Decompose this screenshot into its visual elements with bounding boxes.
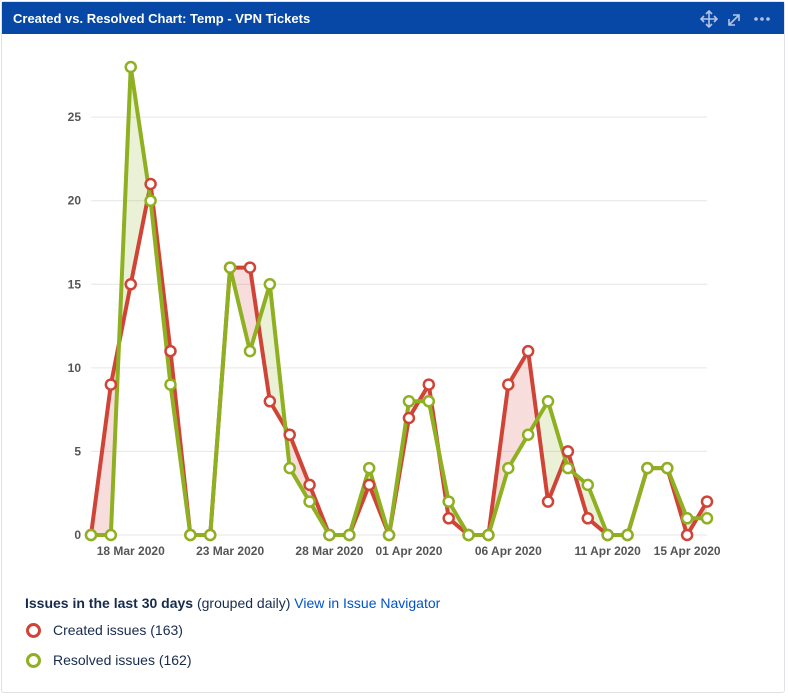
data-point (263, 278, 277, 291)
data-point (84, 528, 98, 542)
legend-marker (26, 623, 41, 638)
x-tick-label: 15 Apr 2020 (654, 544, 721, 558)
legend-entry: Resolved issues (162) (26, 652, 192, 668)
data-point (502, 378, 515, 391)
data-point (243, 261, 257, 274)
data-point (442, 495, 455, 508)
difference-area (548, 401, 566, 502)
data-point (561, 445, 575, 458)
data-point (104, 528, 118, 542)
difference-area (130, 67, 150, 285)
data-point (104, 378, 118, 391)
header-icons[interactable] (700, 10, 776, 28)
data-point (144, 194, 157, 207)
data-point (541, 395, 555, 408)
data-point (362, 478, 376, 492)
data-point (561, 461, 575, 475)
data-point (621, 528, 634, 542)
data-point (700, 512, 714, 525)
gadget-header: Created vs. Resolved Chart: Temp - VPN T… (2, 2, 784, 34)
data-point (303, 478, 316, 492)
data-point (680, 528, 694, 542)
data-point (303, 495, 316, 508)
data-point (462, 528, 475, 542)
issue-navigator-link[interactable]: View in Issue Navigator (294, 595, 441, 611)
data-point (362, 461, 376, 475)
x-tick-label: 18 Mar 2020 (97, 544, 165, 558)
data-point (641, 461, 654, 475)
data-point (402, 411, 416, 425)
data-point (164, 344, 177, 358)
x-tick-label: 06 Apr 2020 (475, 544, 542, 558)
y-tick-label: 25 (68, 110, 82, 124)
y-tick-label: 0 (74, 528, 81, 542)
data-point (521, 428, 535, 441)
y-tick-label: 10 (68, 361, 82, 375)
legend-marker (26, 653, 41, 668)
data-point (243, 344, 257, 358)
data-point (422, 395, 436, 408)
data-point (680, 512, 694, 525)
data-point (700, 495, 714, 508)
data-point (323, 528, 336, 542)
data-point (223, 261, 237, 274)
grouping: (grouped daily) (196, 595, 291, 611)
data-point (502, 461, 515, 475)
difference-area (269, 284, 286, 428)
data-point (661, 461, 674, 475)
data-point (203, 528, 217, 542)
data-point (263, 395, 277, 408)
data-point (283, 428, 296, 441)
data-point (343, 528, 356, 542)
y-tick-label: 15 (68, 277, 82, 291)
data-point (283, 461, 296, 475)
legend-entry: Created issues (163) (26, 622, 183, 638)
data-point (124, 60, 137, 74)
data-point (382, 528, 396, 542)
data-point (124, 278, 137, 291)
chart: 0 5 10 15 20 25 18 Mar 2020 23 Mar 2020 28 Mar 2… (68, 60, 721, 558)
data-point (442, 512, 455, 525)
period: Issues in the last 30 days (25, 595, 194, 611)
data-point (541, 495, 555, 508)
data-point (184, 528, 197, 542)
x-tick-label: 28 Mar 2020 (295, 544, 363, 558)
legend-label: Resolved issues (162) (53, 652, 192, 668)
data-point (521, 344, 535, 358)
x-tick-label: 01 Apr 2020 (375, 544, 442, 558)
y-tick-label: 5 (74, 444, 81, 458)
data-point (164, 378, 177, 391)
data-point (422, 378, 436, 391)
data-point (402, 395, 416, 408)
data-point (144, 177, 157, 191)
gadget-title: Created vs. Resolved Chart: Temp - VPN T… (13, 11, 311, 26)
x-tick-label: 23 Mar 2020 (196, 544, 264, 558)
data-point (581, 478, 595, 492)
data-point (601, 528, 614, 542)
legend-label: Created issues (163) (53, 622, 183, 638)
data-point (581, 512, 595, 525)
data-point (482, 528, 495, 542)
summary: Issues in the last 30 days (grouped dail… (25, 595, 440, 611)
y-tick-label: 20 (68, 194, 82, 208)
x-tick-label: 11 Apr 2020 (575, 544, 642, 558)
difference-area (508, 351, 529, 469)
